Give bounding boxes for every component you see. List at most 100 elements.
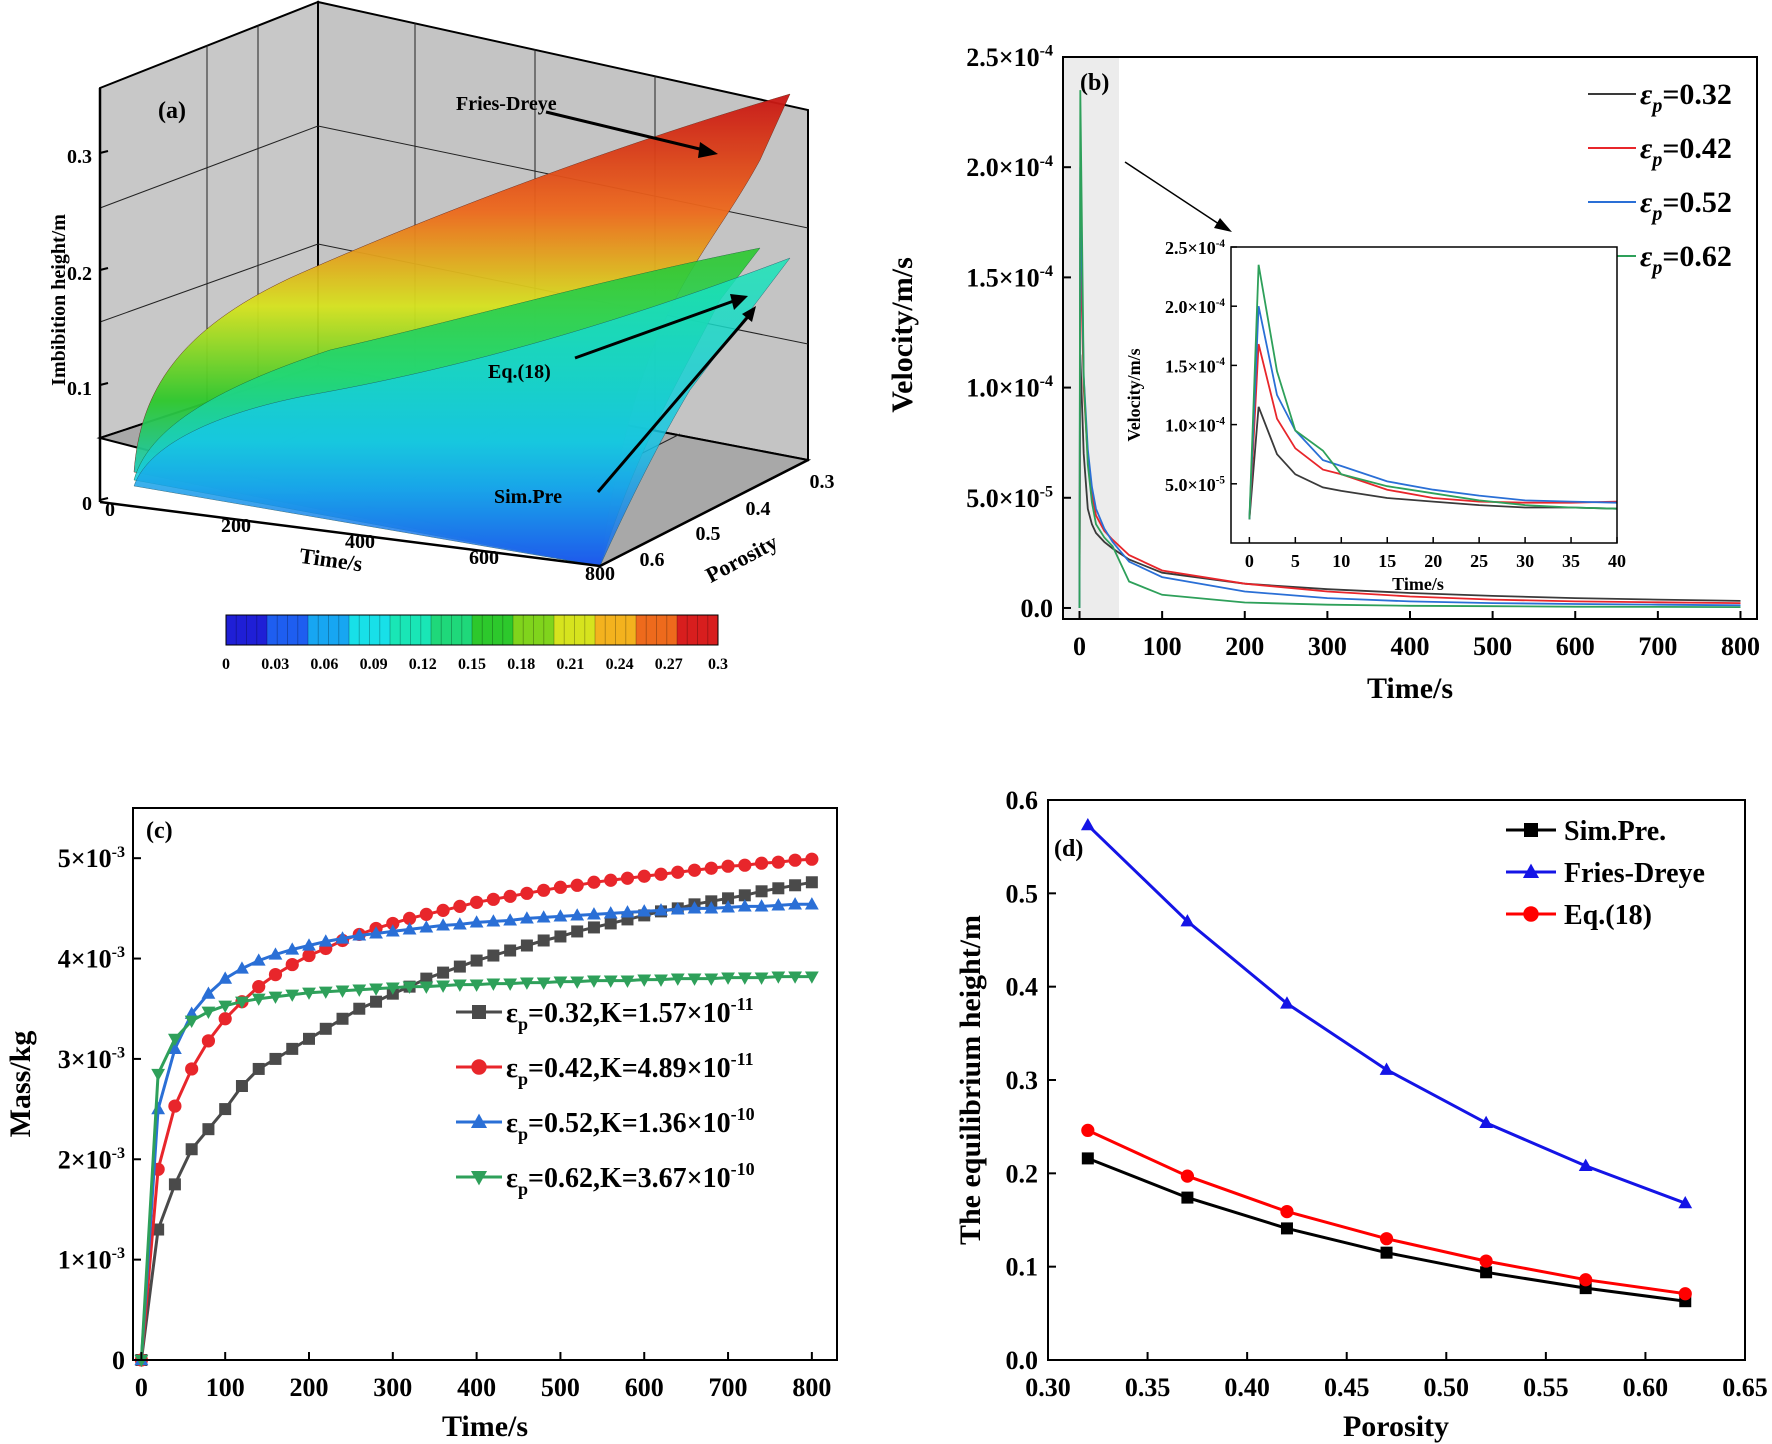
data-point: [318, 934, 333, 947]
colorbar-cell: [615, 615, 627, 645]
data-point: [436, 918, 450, 931]
legend-label: εp=0.52,K=1.36×10-10: [506, 1104, 755, 1144]
colorbar-cell: [236, 615, 247, 645]
data-point: [754, 856, 769, 870]
colorbar-cell: [451, 615, 463, 645]
x-tick-label: 600: [625, 1373, 664, 1402]
data-point: [504, 944, 517, 957]
data-point: [168, 1099, 182, 1113]
colorbar-cell: [277, 615, 288, 645]
inset-x-tick-label: 0: [1245, 551, 1254, 571]
colorbar-cell: [256, 615, 268, 645]
inset-y-axis-label: Velocity/m/s: [1124, 348, 1144, 441]
data-point: [452, 917, 467, 930]
data-point: [520, 886, 534, 900]
data-point: [503, 913, 518, 926]
colorbar-cell: [318, 615, 329, 645]
panel-d-legend: Sim.Pre. Fries-Dreye Eq.(18): [1506, 816, 1705, 931]
surface-sim-pre: [133, 257, 791, 567]
data-point: [671, 865, 685, 879]
data-point: [670, 902, 685, 915]
data-point: [235, 1080, 248, 1093]
x-tick-label: 500: [541, 1373, 580, 1402]
x-tick-label: 0: [1073, 632, 1086, 661]
data-point: [1379, 1062, 1394, 1075]
panel-a-label: (a): [158, 98, 186, 124]
inset-series-line-εp=0.42: [1248, 343, 1618, 520]
data-point: [1280, 1205, 1294, 1219]
colorbar-cell: [533, 615, 545, 645]
data-point: [201, 1034, 216, 1048]
colorbar: 0 0.03 0.06 0.09 0.12 0.15 0.18 0.21 0.24 0.27 0.3: [222, 614, 728, 673]
panel-b-shade: [1063, 57, 1119, 619]
data-point: [369, 983, 383, 996]
data-point: [788, 853, 802, 867]
colorbar-cell: [543, 615, 555, 645]
data-point: [603, 906, 618, 919]
colorbar-cell: [379, 615, 391, 645]
data-point: [436, 903, 450, 917]
z-tick-mark: [99, 497, 109, 501]
colorbar-cell: [441, 615, 452, 645]
y-tick-label: 2.0×10-4: [966, 153, 1053, 182]
colorbar-frame: [225, 614, 719, 646]
inset-series-line-εp=0.32: [1248, 406, 1618, 520]
colorbar-cell: [482, 615, 493, 645]
inset-x-axis-label: Time/s: [1392, 574, 1444, 594]
data-point: [738, 858, 752, 872]
data-point: [335, 985, 350, 998]
data-point: [687, 863, 702, 877]
data-point: [537, 883, 551, 897]
data-point: [1280, 996, 1294, 1009]
data-point: [268, 968, 283, 982]
colorbar-cell: [707, 615, 719, 645]
colorbar-cell: [605, 615, 616, 645]
x-tick-label: 0.40: [1224, 1373, 1270, 1402]
data-point: [134, 1354, 149, 1368]
data-point: [151, 1101, 166, 1115]
data-point: [804, 971, 819, 984]
data-point: [286, 1042, 299, 1055]
data-point: [637, 904, 652, 917]
legend-label: εp=0.42,K=4.89×10-11: [506, 1049, 754, 1089]
data-point: [469, 915, 484, 928]
data-point: [318, 986, 333, 999]
data-point: [1579, 1273, 1593, 1287]
data-point: [536, 977, 551, 990]
data-point: [251, 993, 266, 1006]
legend-label: εp=0.32,K=1.57×10-11: [506, 994, 754, 1034]
data-point: [771, 855, 785, 869]
panel-b-series: [1078, 90, 1741, 609]
inset-y-tick-label: 2.0×10-4: [1165, 297, 1225, 317]
data-point: [571, 925, 584, 938]
arrow-eq18: [574, 296, 743, 360]
z-tick-mark: [99, 382, 109, 386]
panel-d-label: (d): [1054, 836, 1083, 862]
y-tick-label: 2.5×10-4: [966, 43, 1053, 72]
legend-marker: [1523, 906, 1539, 922]
colorbar-cell: [666, 615, 678, 645]
data-point: [654, 974, 668, 987]
data-point: [352, 928, 367, 941]
data-point: [637, 974, 652, 987]
data-point: [620, 905, 635, 918]
colorbar-tick-label: 0.06: [310, 656, 338, 673]
panel-b-x-axis-label: Time/s: [1367, 672, 1453, 705]
x-tick-label: 200: [221, 515, 251, 537]
data-point: [285, 989, 300, 1002]
panel-a-z-ticks: 0 0.1 0.2 0.3: [67, 146, 109, 515]
data-point: [453, 899, 467, 913]
panel-d-series: [1080, 818, 1693, 1308]
inset-x-tick-label: 10: [1332, 551, 1350, 571]
inset-series: [1248, 264, 1618, 520]
colorbar-tick-label: 0.09: [360, 656, 388, 673]
data-point: [721, 972, 735, 985]
colorbar-cell: [226, 615, 237, 645]
x-tick-label: 0.35: [1125, 1373, 1171, 1402]
panel-a-x-ticks: 0 200 400 600 800: [105, 499, 615, 585]
data-point: [285, 957, 299, 972]
data-point: [620, 871, 635, 885]
colorbar-cell: [267, 615, 278, 645]
x-tick-label: 0.50: [1424, 1373, 1470, 1402]
y-tick-label: 0.3: [1006, 1066, 1039, 1095]
